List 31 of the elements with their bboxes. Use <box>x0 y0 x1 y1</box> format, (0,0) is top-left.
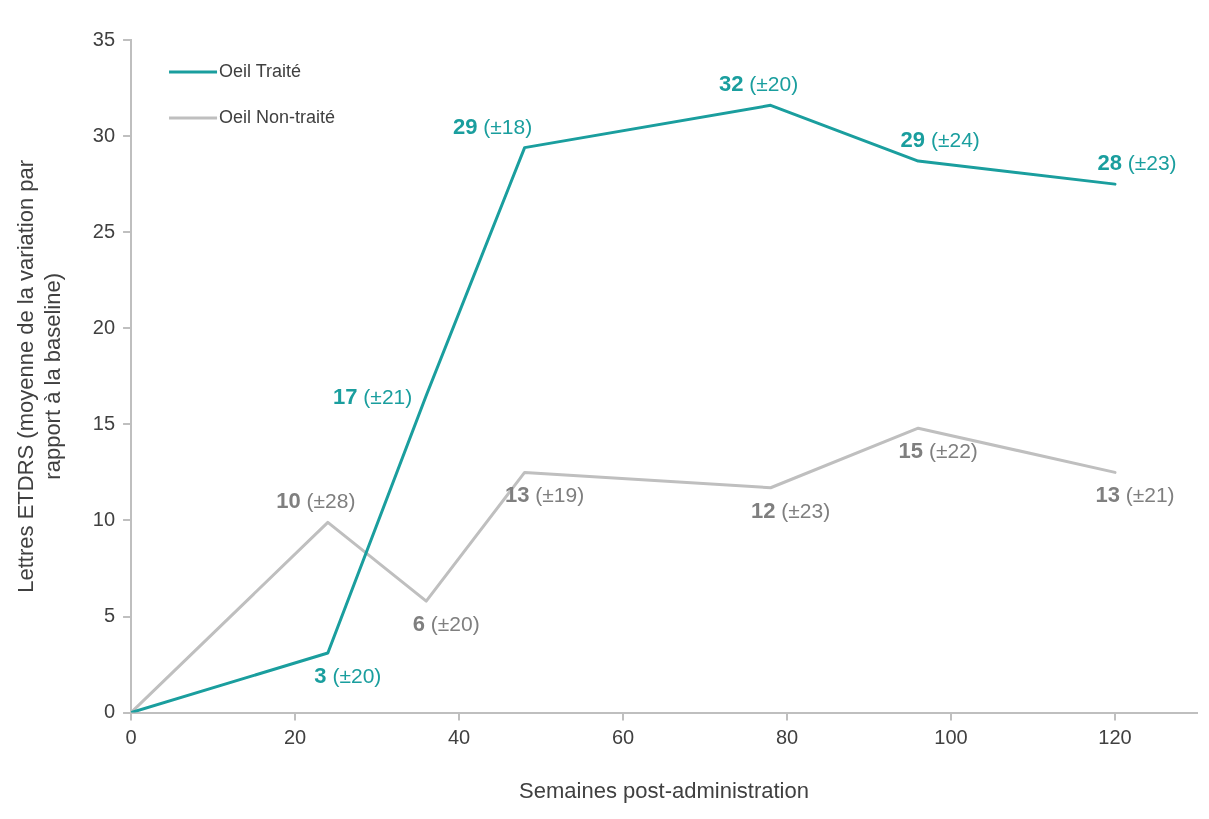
data-label: 17 (±21) <box>333 383 413 409</box>
x-tick-label: 60 <box>611 726 635 749</box>
y-tick-label: 5 <box>103 604 116 627</box>
data-label: 32 (±20) <box>719 71 799 97</box>
y-tick-label: 35 <box>92 27 116 50</box>
y-tick-label: 20 <box>92 315 116 338</box>
data-label: 13 (±21) <box>1095 482 1175 508</box>
data-label: 10 (±28) <box>276 488 356 514</box>
x-tick-label: 80 <box>775 726 799 749</box>
data-label: 15 (±22) <box>898 438 978 464</box>
y-tick-label: 0 <box>103 700 116 723</box>
data-label: 28 (±23) <box>1097 150 1177 176</box>
x-tick-label: 40 <box>447 726 471 749</box>
data-label: 13 (±19) <box>505 482 585 508</box>
legend-label: Oeil Non-traité <box>219 106 336 127</box>
x-axis-title: Semaines post-administration <box>519 777 809 803</box>
data-label: 3 (±20) <box>314 663 382 689</box>
y-tick-label: 15 <box>92 411 116 434</box>
x-tick-label: 20 <box>283 726 307 749</box>
legend-label: Oeil Traité <box>219 60 302 81</box>
data-label: 6 (±20) <box>412 611 480 637</box>
y-tick-label: 30 <box>92 123 116 146</box>
x-tick-label: 120 <box>1098 726 1132 749</box>
y-tick-label: 10 <box>92 507 116 530</box>
data-label: 29 (±24) <box>900 127 980 153</box>
y-tick-label: 25 <box>92 219 116 242</box>
data-label: 12 (±23) <box>751 497 831 523</box>
y-axis-title: Lettres ETDRS (moyenne de la variation par rapport à la baseline) <box>13 159 65 593</box>
x-tick-label: 100 <box>934 726 968 749</box>
x-tick-label: 0 <box>125 726 137 749</box>
data-label: 29 (±18) <box>453 113 533 139</box>
